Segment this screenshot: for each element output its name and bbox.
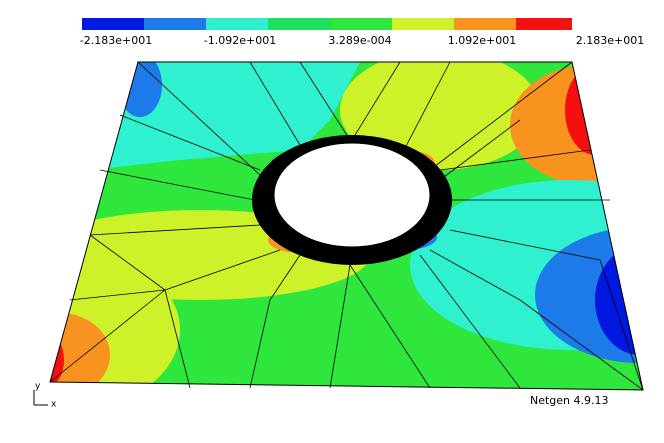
colorbar-label: 3.289e-004	[328, 34, 391, 47]
colorbar-label: 1.092e+001	[448, 34, 516, 47]
colorbar-label: -2.183e+001	[80, 34, 152, 47]
hole	[273, 142, 431, 248]
colorbar-label: 2.183e+001	[576, 34, 644, 47]
axis-icon	[33, 390, 48, 406]
axis-label: x	[51, 400, 57, 410]
axis-label: y	[35, 382, 41, 392]
colorbar	[82, 18, 572, 30]
colorbar-label: -1.092e+001	[204, 34, 276, 47]
version-label: Netgen 4.9.13	[530, 394, 609, 407]
